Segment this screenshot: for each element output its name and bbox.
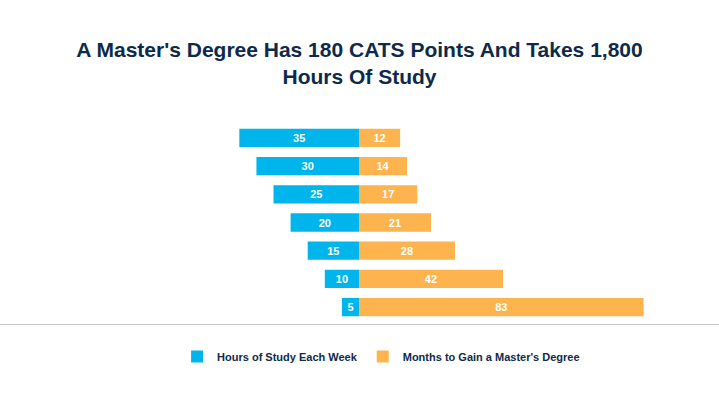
svg-text:A Master's Degree Has 180 CATS: A Master's Degree Has 180 CATS Points An… (76, 38, 642, 88)
svg-text:30: 30 (302, 160, 314, 172)
svg-text:Hours of Study Each Week: Hours of Study Each Week (217, 351, 358, 363)
svg-text:15: 15 (327, 245, 339, 257)
svg-text:17: 17 (382, 188, 394, 200)
svg-text:83: 83 (495, 301, 507, 313)
svg-text:35: 35 (293, 132, 305, 144)
svg-text:28: 28 (401, 245, 413, 257)
svg-text:25: 25 (310, 188, 322, 200)
svg-text:5: 5 (347, 301, 353, 313)
svg-text:14: 14 (376, 160, 389, 172)
svg-text:21: 21 (389, 217, 401, 229)
svg-text:12: 12 (373, 132, 385, 144)
svg-text:10: 10 (336, 273, 348, 285)
svg-text:20: 20 (319, 217, 331, 229)
svg-text:42: 42 (425, 273, 437, 285)
svg-text:Months to Gain a Master's Degr: Months to Gain a Master's Degree (403, 351, 580, 363)
